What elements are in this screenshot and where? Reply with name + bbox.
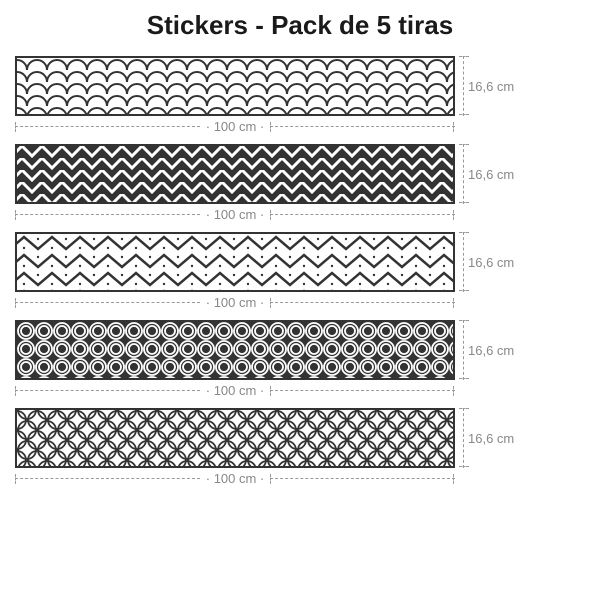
strip-row: 16,6 cm — [15, 144, 585, 204]
width-dimension: · 100 cm · — [15, 119, 455, 134]
width-line — [15, 214, 200, 215]
width-line — [15, 302, 200, 303]
strip-pattern-quatrefoil — [15, 408, 455, 468]
width-dimension: · 100 cm · — [15, 383, 455, 398]
height-dimension: 16,6 cm — [463, 56, 514, 116]
height-label: 16,6 cm — [468, 79, 514, 94]
strip-pattern-chevron_dark — [15, 144, 455, 204]
width-dimension: · 100 cm · — [15, 207, 455, 222]
width-line — [270, 478, 455, 479]
height-label: 16,6 cm — [468, 343, 514, 358]
strip-row: 16,6 cm — [15, 408, 585, 468]
strip-row: 16,6 cm — [15, 320, 585, 380]
width-label: · 100 cm · — [206, 295, 265, 310]
strip-pattern-chevron_dots — [15, 232, 455, 292]
height-label: 16,6 cm — [468, 431, 514, 446]
width-line — [270, 302, 455, 303]
width-label: · 100 cm · — [206, 119, 265, 134]
strip-row: 16,6 cm — [15, 56, 585, 116]
width-label: · 100 cm · — [206, 471, 265, 486]
strip-pattern-scales — [15, 56, 455, 116]
height-dimension: 16,6 cm — [463, 320, 514, 380]
width-label: · 100 cm · — [206, 383, 265, 398]
width-line — [270, 390, 455, 391]
height-line — [463, 56, 464, 116]
width-line — [270, 214, 455, 215]
height-line — [463, 232, 464, 292]
height-label: 16,6 cm — [468, 255, 514, 270]
page-title: Stickers - Pack de 5 tiras — [15, 10, 585, 41]
height-line — [463, 320, 464, 380]
strips-container: 16,6 cm · 100 cm · 16,6 cm · 100 cm · 16… — [15, 56, 585, 486]
width-label: · 100 cm · — [206, 207, 265, 222]
height-line — [463, 408, 464, 468]
width-line — [15, 478, 200, 479]
strip-pattern-circles_dark — [15, 320, 455, 380]
width-dimension: · 100 cm · — [15, 295, 455, 310]
width-dimension: · 100 cm · — [15, 471, 455, 486]
width-line — [15, 390, 200, 391]
height-line — [463, 144, 464, 204]
width-line — [270, 126, 455, 127]
height-dimension: 16,6 cm — [463, 408, 514, 468]
height-dimension: 16,6 cm — [463, 144, 514, 204]
strip-row: 16,6 cm — [15, 232, 585, 292]
height-label: 16,6 cm — [468, 167, 514, 182]
width-line — [15, 126, 200, 127]
height-dimension: 16,6 cm — [463, 232, 514, 292]
